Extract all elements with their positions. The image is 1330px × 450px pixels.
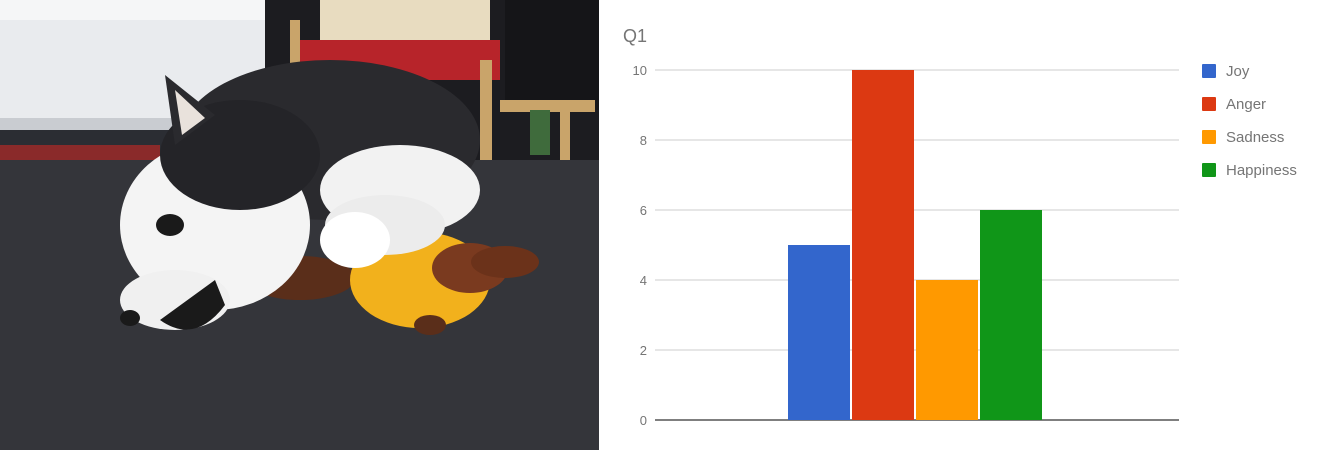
legend-swatch-sadness xyxy=(1202,130,1216,144)
dog-photo-image xyxy=(0,0,599,450)
bar-anger xyxy=(852,70,914,420)
dog-photo xyxy=(0,0,599,450)
bar-joy xyxy=(788,245,850,420)
y-tick-label: 2 xyxy=(640,343,647,358)
y-tick-label: 0 xyxy=(640,413,647,428)
y-tick-label: 4 xyxy=(640,273,647,288)
legend-swatch-joy xyxy=(1202,64,1216,78)
legend-swatch-anger xyxy=(1202,97,1216,111)
chart-bars xyxy=(788,70,1042,420)
chart-title: Q1 xyxy=(623,26,647,46)
chart-legend: Joy Anger Sadness Happiness xyxy=(1202,63,1297,179)
chart-canvas: Q1 0 2 4 6 8 10 Joy Anger Sadness Happiness xyxy=(623,26,1297,428)
legend-label-anger: Anger xyxy=(1226,96,1266,113)
y-tick-label: 10 xyxy=(633,63,647,78)
legend-swatch-happiness xyxy=(1202,163,1216,177)
y-axis-ticks: 0 2 4 6 8 10 xyxy=(633,63,647,428)
legend-label-joy: Joy xyxy=(1226,63,1250,80)
legend-label-happiness: Happiness xyxy=(1226,162,1297,179)
bar-sadness xyxy=(916,280,978,420)
y-tick-label: 6 xyxy=(640,203,647,218)
legend-label-sadness: Sadness xyxy=(1226,129,1284,146)
bar-happiness xyxy=(980,210,1042,420)
bar-chart: Q1 0 2 4 6 8 10 Joy Anger Sadness Happiness xyxy=(599,0,1330,450)
y-tick-label: 8 xyxy=(640,133,647,148)
